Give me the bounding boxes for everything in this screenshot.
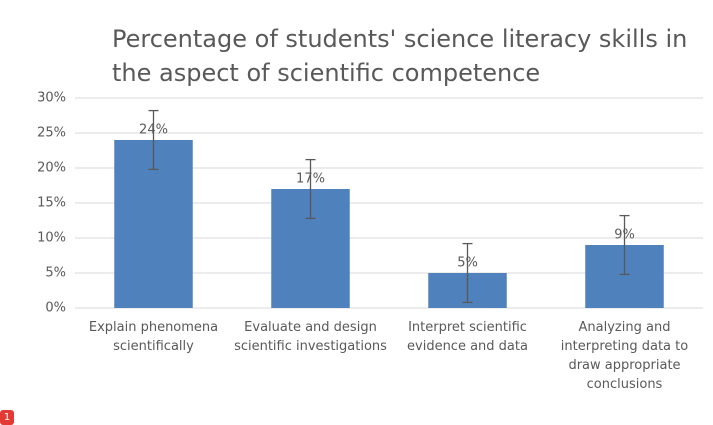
error-bar [305, 158, 316, 220]
x-tick-label: Analyzing and interpreting data to draw … [560, 320, 689, 392]
y-tick-label: 15% [37, 196, 66, 211]
y-tick-label: 20% [37, 161, 66, 176]
x-tick-label: Explain phenomena scientifically [88, 320, 219, 354]
y-tick-label: 25% [37, 126, 66, 141]
y-tick-label: 5% [45, 266, 66, 281]
y-tick-label: 10% [37, 231, 66, 246]
error-bar [619, 214, 630, 276]
data-label: 17% [296, 172, 325, 187]
x-tick-label: Evaluate and design scientific investiga… [234, 320, 387, 354]
y-tick-label: 0% [45, 301, 66, 316]
x-tick-label: Interpret scientific evidence and data [407, 320, 528, 354]
data-label: 24% [139, 123, 168, 138]
data-label: 5% [457, 256, 478, 271]
badge: 1 [0, 410, 14, 425]
y-tick-label: 30% [37, 91, 66, 106]
error-bar [148, 109, 159, 171]
chart-title: Percentage of students' science literacy… [112, 25, 688, 87]
error-bar [462, 242, 473, 304]
data-label: 9% [614, 228, 635, 243]
